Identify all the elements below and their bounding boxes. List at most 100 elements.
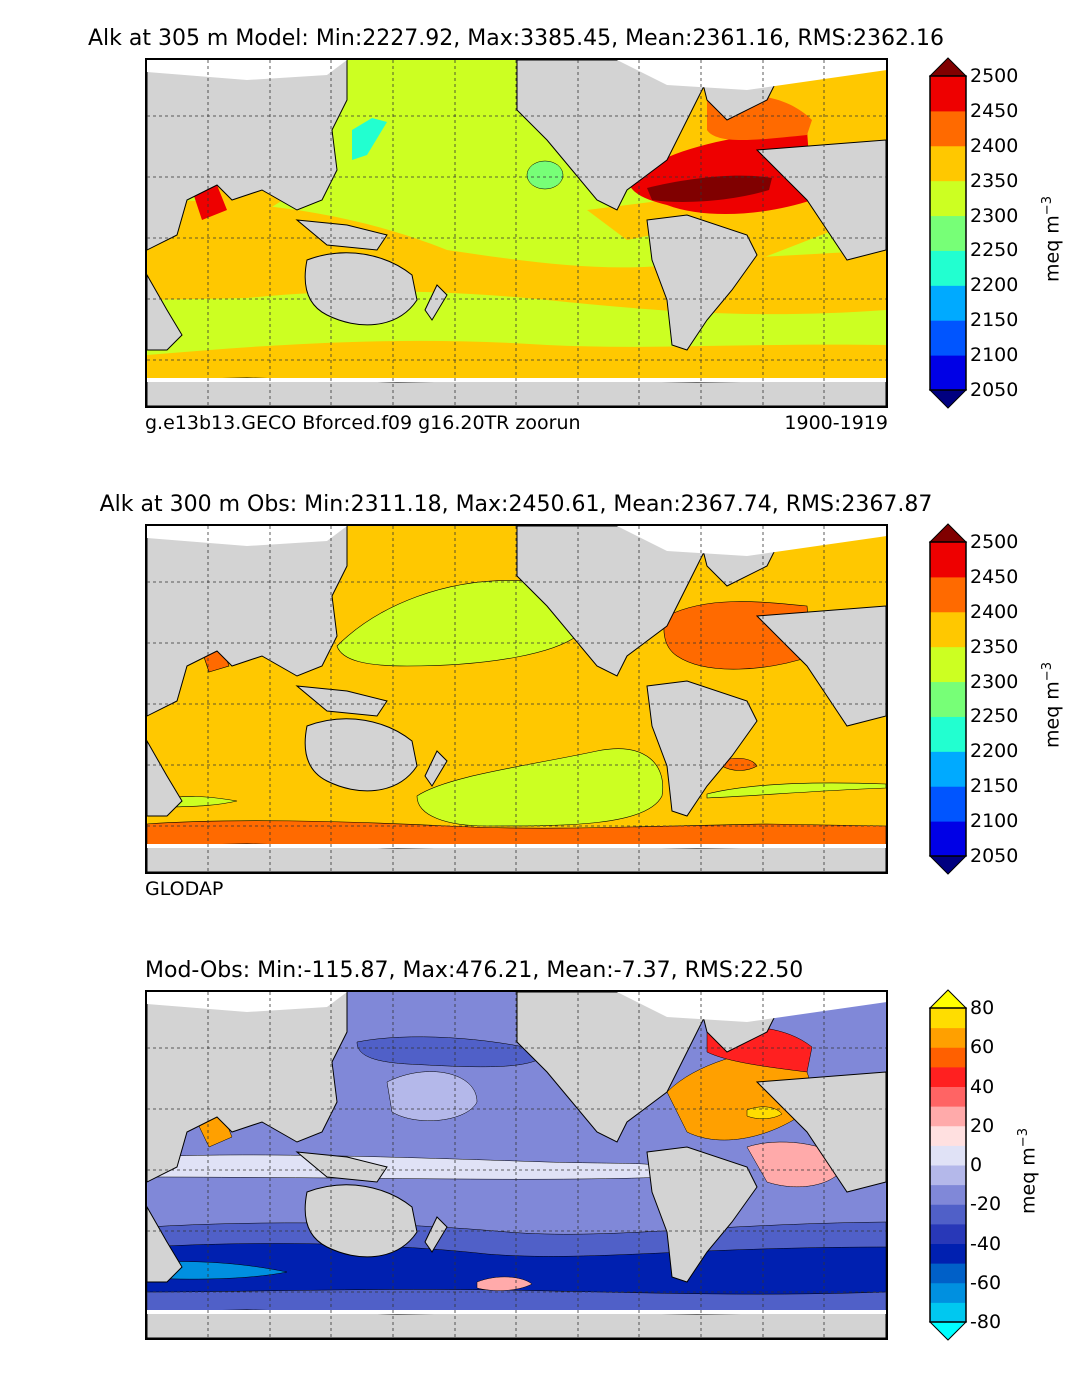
colorbar-segment: [930, 320, 966, 356]
field-patch-south-pink: [476, 1276, 533, 1291]
colorbar-tick-label: 80: [970, 997, 995, 1019]
colorbar-tick-label: 2150: [970, 775, 1019, 798]
colorbar-unit: meq m−3: [1016, 1128, 1039, 1214]
field-band-pacific-dark: [356, 1036, 548, 1068]
colorbar-segment: [930, 1263, 966, 1284]
colorbar-extend-low: [928, 389, 968, 409]
grid-lines: [147, 526, 886, 872]
colorbar-extend-low: [928, 1321, 968, 1341]
colorbar-tick-label: 2500: [970, 65, 1019, 87]
colorbar-tick-label: 2200: [970, 274, 1019, 297]
diff-panel: Mod-Obs: Min:-115.87, Max:476.21, Mean:-…: [0, 932, 1089, 1398]
unit-label: meq m: [1017, 1147, 1040, 1214]
colorbar-tick-label: 2150: [970, 309, 1019, 332]
field-patch-japan: [352, 118, 387, 160]
map-plot: [145, 524, 888, 874]
colorbar-tick-label: 2400: [970, 600, 1019, 623]
colorbar-svg: [928, 57, 968, 409]
unit-label: meq m: [1041, 681, 1064, 748]
footer-right: 1900-1919: [784, 412, 888, 434]
field-patch-arabian: [192, 185, 227, 220]
colorbar-frame: [929, 1007, 967, 1323]
model-panel: Alk at 305 m Model: Min:2227.92, Max:338…: [0, 0, 1089, 466]
colorbar-segment: [930, 250, 966, 286]
colorbar-tick-label: 2450: [970, 99, 1019, 122]
colorbar-segment: [930, 215, 966, 251]
colorbar-frame: [929, 75, 967, 391]
colorbar-segment: [930, 1086, 966, 1107]
colorbar-segment: [930, 1243, 966, 1264]
colorbar-segment: [930, 1165, 966, 1186]
colorbar-segment: [930, 646, 966, 683]
map-svg: [147, 526, 886, 872]
colorbar-tick-label: 2300: [970, 204, 1019, 227]
colorbar-segment: [930, 1282, 966, 1303]
colorbar-segment: [930, 355, 966, 391]
colorbar-extend-high: [928, 989, 968, 1009]
colorbar-tick-label: 20: [970, 1114, 995, 1137]
unit-exponent: −3: [1040, 196, 1055, 216]
colorbar-extend-high: [928, 57, 968, 77]
colorbar-tick-label: 2500: [970, 531, 1019, 553]
panel-title: Alk at 305 m Model: Min:2227.92, Max:338…: [87, 26, 945, 51]
panel-title: Mod-Obs: Min:-115.87, Max:476.21, Mean:-…: [145, 958, 804, 983]
colorbar-segment: [930, 1066, 966, 1087]
colorbar-tick-label: -80: [970, 1311, 1002, 1333]
field-band-south-pacific-green: [416, 748, 664, 827]
colorbar-segment: [930, 681, 966, 717]
colorbar-extend-low: [928, 855, 968, 875]
grid-lines: [147, 60, 886, 406]
map-svg: [147, 992, 886, 1338]
map-plot: [145, 58, 888, 408]
colorbar-tick-label: 2300: [970, 670, 1019, 693]
colorbar-tick-label: 2200: [970, 740, 1019, 763]
colorbar-tick-label: -60: [970, 1271, 1002, 1294]
colorbar-frame: [929, 541, 967, 857]
panel-title: Alk at 300 m Obs: Min:2311.18, Max:2450.…: [99, 492, 933, 517]
colorbar-extend-high: [928, 523, 968, 543]
colorbar: [928, 523, 970, 875]
footer-left: g.e13b13.GECO Bforced.f09 g16.20TR zooru…: [145, 412, 581, 434]
colorbar-tick-label: 2400: [970, 134, 1019, 157]
colorbar-segment: [930, 180, 966, 217]
colorbar-segment: [930, 786, 966, 822]
colorbar-tick-label: 2250: [970, 705, 1019, 728]
colorbar-segment: [930, 716, 966, 752]
colorbar-tick-label: 2250: [970, 239, 1019, 262]
colorbar-tick-label: 2450: [970, 565, 1019, 588]
colorbar-segment: [930, 285, 966, 321]
colorbar-segment: [930, 751, 966, 787]
colorbar-unit: meq m−3: [1040, 196, 1063, 282]
grid-lines: [147, 992, 886, 1338]
colorbar-segment: [930, 1145, 966, 1166]
colorbar-tick-label: 2100: [970, 810, 1019, 833]
field-band-atlantic-green: [706, 782, 886, 799]
colorbar-segment: [930, 1008, 966, 1029]
colorbar-tick-label: -40: [970, 1232, 1002, 1255]
colorbar-svg: [928, 523, 968, 875]
field-patch-north-atlantic-yellow: [746, 1106, 783, 1119]
colorbar-segment: [930, 1106, 966, 1127]
colorbar-segment: [930, 1125, 966, 1146]
colorbar-segment: [930, 145, 966, 182]
colorbar: [928, 57, 970, 409]
colorbar-tick-label: -20: [970, 1193, 1002, 1216]
field-patch-atlantic-orange-small: [721, 757, 758, 771]
colorbar-segment: [930, 1204, 966, 1225]
field-band-south-cyan: [147, 1261, 288, 1280]
unit-exponent: −3: [1016, 1128, 1031, 1148]
unit-label: meq m: [1041, 215, 1064, 282]
footer-left: GLODAP: [145, 878, 224, 900]
colorbar-tick-label: 40: [970, 1075, 995, 1098]
colorbar-tick-label: 2350: [970, 635, 1019, 658]
map-plot: [145, 990, 888, 1340]
colorbar-tick-label: 2350: [970, 169, 1019, 192]
colorbar-segment: [930, 76, 966, 112]
field-patch-pacific-green: [526, 160, 564, 190]
colorbar-segment: [930, 1047, 966, 1068]
field-band-pacific-light: [386, 1071, 478, 1121]
colorbar: [928, 989, 970, 1341]
colorbar-tick-label: 0: [970, 1154, 983, 1176]
colorbar-segment: [930, 1184, 966, 1205]
colorbar-tick-label: 2050: [970, 845, 1019, 867]
